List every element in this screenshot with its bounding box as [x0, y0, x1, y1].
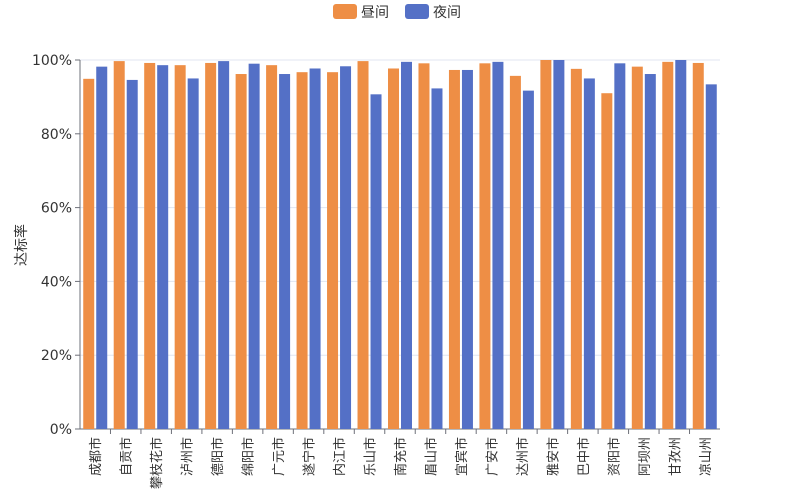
x-tick-label: 攀枝花市: [149, 437, 165, 489]
bar-day: [540, 60, 552, 429]
bar-night: [187, 78, 199, 429]
x-tick-label: 阿坝州: [638, 437, 653, 476]
y-tick-label: 80%: [41, 127, 72, 143]
x-tick-label: 南充市: [393, 437, 409, 476]
bar-night: [157, 65, 169, 429]
bar-night: [401, 61, 412, 429]
y-tick-label: 100%: [32, 53, 72, 69]
x-tick-label: 泸州市: [180, 437, 196, 476]
x-tick-label: 达州市: [515, 437, 531, 476]
bar-night: [218, 61, 230, 430]
bar-day: [692, 62, 704, 430]
x-tick-label: 成都市: [88, 437, 104, 476]
x-tick-label: 自贡市: [119, 437, 135, 476]
bar-day: [205, 62, 217, 430]
bar-night: [583, 78, 595, 429]
bar-day: [327, 72, 339, 429]
bar-night: [340, 66, 352, 429]
bar-night: [705, 84, 717, 429]
bar-night: [675, 60, 687, 429]
bar-night: [370, 94, 382, 429]
y-tick-label: 0%: [50, 422, 72, 438]
bar-day: [662, 61, 674, 429]
x-tick-label: 雅安市: [545, 437, 561, 476]
bar-night: [126, 79, 138, 430]
bar-day: [601, 93, 613, 430]
x-tick-label: 绵阳市: [241, 437, 257, 476]
x-tick-label: 乐山市: [363, 437, 379, 476]
bar-night: [614, 63, 626, 430]
bar-night: [492, 61, 504, 429]
bar-day: [235, 74, 247, 429]
bar-day: [357, 61, 369, 430]
x-tick-label: 眉山市: [423, 437, 439, 476]
bar-day: [83, 78, 95, 429]
y-tick-label: 20%: [41, 348, 72, 364]
x-tick-label: 宜宾市: [454, 437, 470, 476]
bar-night: [96, 66, 108, 429]
bar-night: [309, 68, 321, 429]
x-tick-label: 资阳市: [606, 437, 622, 476]
legend-swatch: [333, 4, 357, 19]
bar-night: [644, 74, 656, 429]
x-tick-label: 广元市: [271, 437, 287, 476]
y-tick-label: 60%: [41, 201, 72, 217]
x-tick-label: 内江市: [332, 437, 348, 476]
bar-day: [509, 75, 521, 429]
bar-day: [479, 63, 491, 430]
y-tick-label: 40%: [41, 274, 72, 290]
bar-day: [448, 69, 460, 429]
bar-night: [461, 69, 473, 429]
bar-night: [553, 60, 565, 429]
bar-day: [296, 72, 308, 429]
x-tick-label: 凉山州: [699, 437, 714, 476]
y-axis-label: 达标率: [13, 224, 30, 266]
bar-day: [113, 61, 125, 430]
x-tick-label: 巴中市: [576, 437, 592, 476]
bar-night: [279, 74, 291, 429]
legend-label: 夜间: [433, 5, 461, 21]
x-tick-label: 遂宁市: [302, 437, 318, 476]
legend-swatch: [405, 4, 429, 19]
x-tick-label: 甘孜州: [668, 437, 683, 476]
bar-night: [522, 90, 534, 429]
bar-night: [248, 63, 260, 429]
bar-day: [144, 62, 156, 430]
legend-label: 昼间: [361, 5, 389, 21]
bar-day: [418, 63, 430, 430]
x-tick-label: 德阳市: [210, 437, 226, 476]
bar-night: [431, 88, 443, 430]
bar-day: [388, 68, 399, 429]
bar-day: [570, 68, 582, 429]
bar-day: [174, 65, 186, 429]
x-tick-label: 广安市: [484, 437, 500, 476]
bar-day: [631, 66, 643, 429]
bar-day: [266, 65, 278, 429]
